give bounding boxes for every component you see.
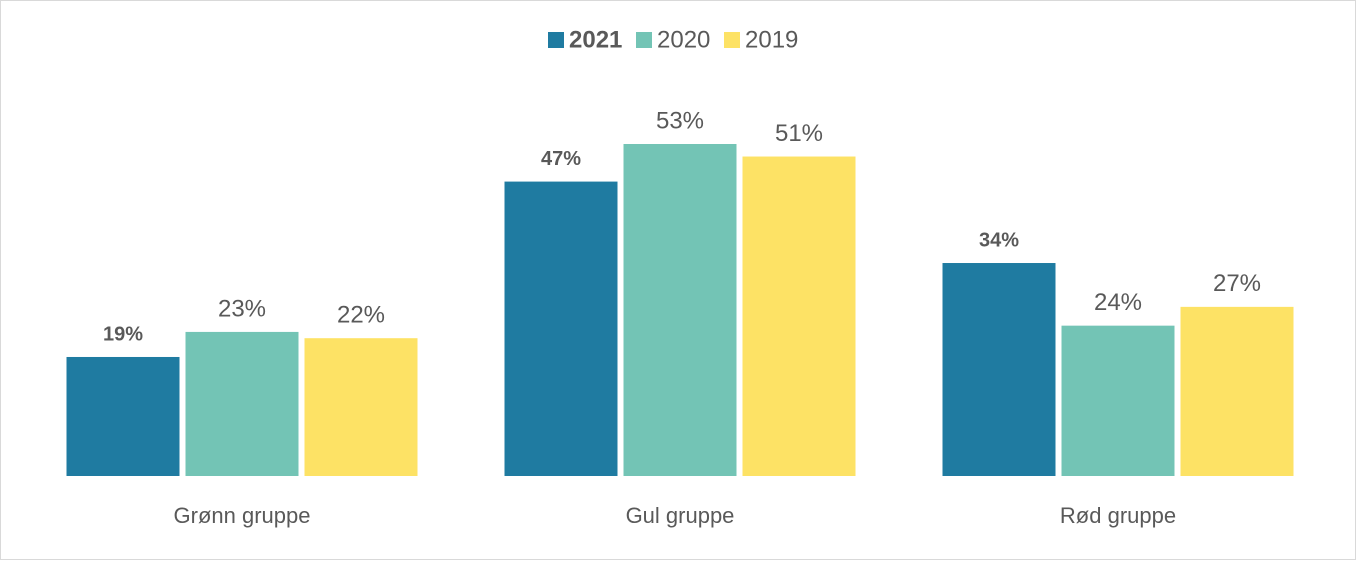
legend-swatch xyxy=(724,32,740,48)
legend-label: 2020 xyxy=(657,26,710,53)
data-label: 34% xyxy=(979,229,1019,251)
data-label: 24% xyxy=(1094,289,1142,316)
legend-swatch xyxy=(636,32,652,48)
x-tick-label: Rød gruppe xyxy=(1060,503,1176,528)
bar xyxy=(623,144,737,476)
data-label: 47% xyxy=(541,148,581,170)
data-label: 19% xyxy=(103,323,143,345)
bar xyxy=(942,263,1056,476)
data-label: 27% xyxy=(1213,270,1261,297)
x-tick-label: Grønn gruppe xyxy=(174,503,311,528)
x-tick-label: Gul gruppe xyxy=(626,503,735,528)
data-label: 23% xyxy=(218,295,266,322)
bar xyxy=(304,338,418,476)
bar xyxy=(1180,306,1294,476)
legend-label: 2019 xyxy=(745,26,798,53)
bar xyxy=(66,356,180,476)
bar xyxy=(1061,325,1175,476)
bar xyxy=(504,181,618,476)
bar xyxy=(742,156,856,476)
data-label: 22% xyxy=(337,302,385,329)
bar xyxy=(185,331,299,476)
data-label: 53% xyxy=(656,107,704,134)
legend-label: 2021 xyxy=(569,26,622,53)
data-label: 51% xyxy=(775,120,823,147)
legend-swatch xyxy=(548,32,564,48)
